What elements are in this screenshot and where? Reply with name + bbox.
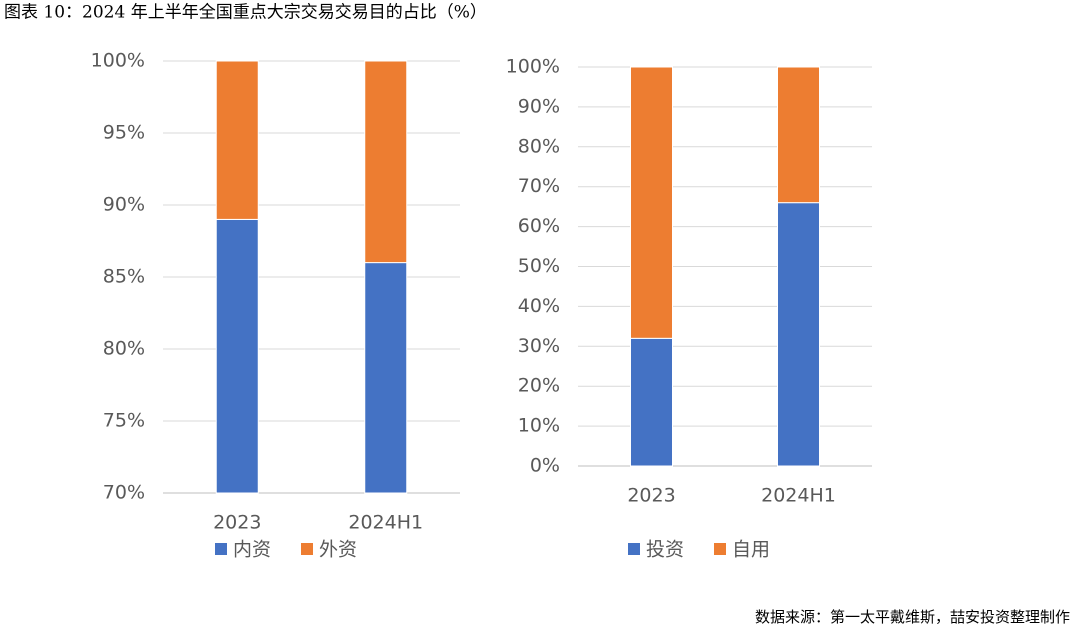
y-tick-label: 90% xyxy=(518,95,560,117)
y-tick-label: 100% xyxy=(506,56,560,78)
legend-swatch xyxy=(215,543,227,555)
y-tick-label: 40% xyxy=(518,295,560,317)
legend-swatch xyxy=(714,543,726,555)
y-tick-label: 70% xyxy=(518,175,560,197)
y-tick-label: 50% xyxy=(518,255,560,277)
x-tick-label: 2023 xyxy=(627,485,675,507)
legend-swatch xyxy=(301,543,313,555)
y-tick-label: 0% xyxy=(530,455,560,477)
x-tick-label: 2024H1 xyxy=(761,485,836,507)
y-tick-label: 20% xyxy=(518,375,560,397)
bar-segment xyxy=(364,262,408,494)
y-tick-label: 70% xyxy=(103,482,145,504)
bar-segment xyxy=(777,66,820,204)
y-tick-label: 60% xyxy=(518,215,560,237)
legend-label: 内资 xyxy=(233,539,271,561)
bar-segment xyxy=(630,337,673,467)
bar-segment xyxy=(630,66,673,339)
bar-segment xyxy=(777,202,820,467)
legend-swatch xyxy=(628,543,640,555)
y-tick-label: 85% xyxy=(103,266,145,288)
source: 数据来源：第一太平戴维斯，喆安投资整理制作 xyxy=(755,608,1070,626)
x-tick-label: 2024H1 xyxy=(348,512,423,534)
x-tick-label: 2023 xyxy=(213,512,261,534)
legend-label: 投资 xyxy=(646,539,684,561)
bar-segment xyxy=(215,60,259,220)
legend-label: 外资 xyxy=(319,539,357,561)
legend-label: 自用 xyxy=(732,539,770,561)
y-tick-label: 95% xyxy=(103,122,145,144)
y-tick-label: 10% xyxy=(518,415,560,437)
title: 图表 10：2024 年上半年全国重点大宗交易交易目的占比（%） xyxy=(4,3,487,23)
y-tick-label: 90% xyxy=(103,194,145,216)
y-tick-label: 80% xyxy=(518,135,560,157)
y-tick-label: 75% xyxy=(103,410,145,432)
y-tick-label: 100% xyxy=(91,50,145,72)
y-tick-label: 30% xyxy=(518,335,560,357)
bar-segment xyxy=(215,218,259,494)
bar-segment xyxy=(364,60,408,264)
y-tick-label: 80% xyxy=(103,338,145,360)
